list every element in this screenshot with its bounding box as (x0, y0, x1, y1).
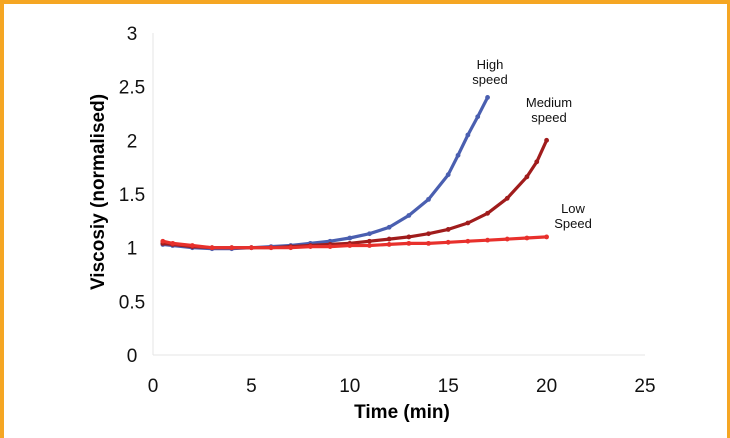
data-point (367, 231, 372, 237)
series-line (161, 138, 549, 250)
data-point (534, 159, 540, 165)
annotation-line: Speed (554, 216, 592, 231)
data-point (485, 237, 490, 243)
data-point (455, 152, 461, 158)
y-tick-label: 0 (127, 346, 138, 367)
data-point (386, 224, 392, 230)
annotation-label: Low Speed (554, 201, 592, 231)
x-tick-label: 5 (246, 376, 257, 397)
annotation-line: Low (561, 201, 585, 216)
data-point (445, 227, 451, 232)
series-high-speed (160, 95, 490, 252)
data-point (367, 238, 372, 244)
data-point (445, 239, 451, 245)
x-tick-label: 10 (339, 376, 360, 397)
data-point (406, 240, 412, 246)
data-point (170, 240, 176, 246)
series-low-speed (160, 234, 549, 251)
y-tick-label: 2 (127, 131, 138, 152)
x-tick-label: 15 (438, 376, 459, 397)
data-point (268, 245, 274, 251)
data-point (347, 243, 353, 248)
data-point (406, 213, 412, 218)
data-point (544, 234, 549, 240)
annotation-label: Medium speed (526, 95, 572, 125)
x-tick-label: 20 (536, 376, 557, 397)
data-point (288, 245, 294, 251)
data-point (386, 236, 392, 242)
data-point (524, 235, 530, 241)
series-layer (160, 95, 549, 252)
x-tick-label: 25 (634, 376, 655, 397)
data-point (426, 231, 431, 237)
annotation-line: speed (472, 72, 507, 87)
series-line (161, 95, 490, 251)
data-point (406, 234, 412, 240)
x-tick-label: 0 (148, 376, 159, 397)
y-tick-label: 0.5 (119, 292, 145, 313)
annotation-label: High speed (472, 57, 507, 87)
annotation-line: High (477, 57, 504, 72)
data-point (426, 240, 431, 246)
data-point (249, 245, 254, 251)
data-point (465, 220, 471, 226)
data-point (485, 210, 490, 216)
series-medium-speed (160, 137, 549, 251)
data-point (367, 243, 372, 248)
data-point (504, 195, 510, 201)
data-point (229, 245, 235, 251)
y-tick-label: 1.5 (119, 185, 145, 206)
annotation-line: speed (531, 110, 566, 125)
data-point (504, 236, 510, 242)
data-point (445, 172, 451, 178)
axes: 0 5 10 15 20 25 0 0.5 1 1.5 2 2.5 3 (119, 24, 656, 397)
data-point (189, 243, 195, 248)
y-axis-title: Viscosiy (normalised) (88, 94, 109, 290)
data-point (426, 196, 431, 202)
data-point (327, 244, 333, 249)
data-point (308, 244, 313, 249)
y-tick-label: 3 (127, 24, 138, 45)
data-point (386, 242, 392, 247)
data-point (524, 174, 530, 180)
data-point (544, 137, 549, 143)
data-point (475, 114, 481, 120)
x-axis-title: Time (min) (354, 402, 450, 423)
data-point (465, 238, 471, 244)
data-point (209, 245, 215, 251)
data-point (160, 238, 166, 244)
y-tick-label: 2.5 (119, 78, 145, 99)
data-point (465, 132, 471, 138)
data-point (347, 235, 353, 241)
annotation-line: Medium (526, 95, 572, 110)
data-point (485, 95, 490, 100)
y-tick-label: 1 (127, 239, 138, 260)
